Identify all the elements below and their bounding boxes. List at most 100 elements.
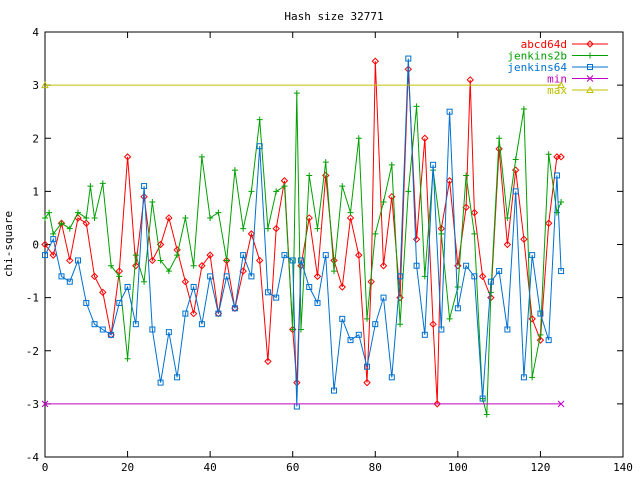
data-point-abcd64d xyxy=(293,378,301,387)
data-point-jenkins64 xyxy=(537,310,544,317)
data-point-jenkins2b xyxy=(281,183,288,190)
legend-item-jenkins2b: jenkins2b xyxy=(507,50,608,63)
data-point-jenkins2b xyxy=(322,159,329,166)
data-point-abcd64d xyxy=(66,256,74,265)
data-point-abcd64d xyxy=(363,378,371,387)
data-point-jenkins64 xyxy=(50,236,57,243)
data-point-jenkins2b xyxy=(537,331,544,338)
data-point-jenkins64 xyxy=(297,257,304,264)
data-point-jenkins2b xyxy=(520,106,527,113)
data-point-jenkins64 xyxy=(397,273,404,280)
data-point-jenkins64 xyxy=(529,252,536,259)
data-point-jenkins64 xyxy=(207,273,214,280)
data-point-jenkins2b xyxy=(198,153,205,160)
x-tick-label: 140 xyxy=(613,461,633,474)
data-point-jenkins2b xyxy=(293,90,300,97)
data-point-abcd64d xyxy=(371,57,379,65)
data-point-abcd64d xyxy=(247,230,256,238)
data-point-abcd64d xyxy=(148,256,157,265)
data-point-abcd64d xyxy=(189,309,198,318)
data-point-jenkins64 xyxy=(558,268,565,275)
data-point-jenkins2b xyxy=(483,411,490,418)
data-point-jenkins64 xyxy=(322,252,329,259)
legend-label: abcd64d xyxy=(521,38,567,51)
data-point-abcd64d xyxy=(466,76,474,84)
data-point-abcd64d xyxy=(206,251,214,259)
data-point-jenkins64 xyxy=(355,331,362,338)
data-point-jenkins64 xyxy=(471,273,478,280)
data-point-abcd64d xyxy=(99,288,107,297)
data-point-abcd64d xyxy=(132,262,140,270)
data-point-jenkins64 xyxy=(157,379,164,386)
data-point-jenkins64 xyxy=(364,363,371,370)
data-point-jenkins2b xyxy=(314,225,321,232)
data-point-jenkins64 xyxy=(289,257,296,264)
data-point-jenkins2b xyxy=(558,199,565,205)
data-point-jenkins64 xyxy=(58,273,65,280)
data-point-jenkins2b xyxy=(306,172,313,179)
legend-marker xyxy=(586,40,594,48)
y-tick-label: 3 xyxy=(32,79,39,92)
data-point-jenkins2b xyxy=(42,214,48,221)
data-point-jenkins64 xyxy=(66,278,73,285)
data-point-jenkins64 xyxy=(248,273,255,280)
series-max xyxy=(41,81,565,89)
data-point-jenkins64 xyxy=(463,262,470,269)
data-point-jenkins2b xyxy=(174,252,181,259)
data-point-jenkins64 xyxy=(512,188,519,195)
data-point-abcd64d xyxy=(181,277,190,286)
y-tick-label: 0 xyxy=(32,239,39,252)
data-point-abcd64d xyxy=(222,256,231,265)
series-jenkins64 xyxy=(42,55,565,410)
data-point-jenkins2b xyxy=(380,199,387,205)
data-point-jenkins2b xyxy=(504,214,511,221)
data-point-jenkins2b xyxy=(529,374,536,381)
data-point-jenkins64 xyxy=(190,284,197,290)
data-point-jenkins64 xyxy=(421,331,428,338)
data-point-min xyxy=(557,400,565,408)
data-point-abcd64d xyxy=(520,235,528,243)
data-point-abcd64d xyxy=(264,357,272,366)
data-point-jenkins64 xyxy=(405,55,412,62)
data-point-jenkins2b xyxy=(108,262,115,269)
data-point-jenkins2b xyxy=(256,116,263,123)
data-point-jenkins64 xyxy=(256,143,263,150)
data-point-jenkins64 xyxy=(240,252,247,259)
x-axis-ticks: 0 20 40 60 80 100 120 140 xyxy=(42,32,633,474)
data-point-jenkins2b xyxy=(364,315,371,322)
legend-label: jenkins2b xyxy=(507,50,567,63)
data-point-min xyxy=(41,400,49,408)
data-point-jenkins64 xyxy=(42,252,48,259)
data-point-jenkins2b xyxy=(83,214,90,221)
data-point-jenkins64 xyxy=(314,299,321,306)
data-point-jenkins64 xyxy=(264,289,271,296)
x-tick-label: 100 xyxy=(448,461,468,474)
data-point-abcd64d xyxy=(557,153,565,161)
data-point-abcd64d xyxy=(82,219,90,227)
data-point-jenkins2b xyxy=(190,262,197,269)
legend-marker xyxy=(586,85,594,93)
legend-item-jenkins64: jenkins64 xyxy=(507,61,608,74)
data-point-jenkins2b xyxy=(223,257,230,264)
data-point-jenkins64 xyxy=(174,374,181,381)
data-point-abcd64d xyxy=(429,320,437,328)
legend-label: max xyxy=(547,84,567,97)
data-point-abcd64d xyxy=(445,177,454,185)
data-point-jenkins64 xyxy=(141,183,148,190)
y-tick-label: -3 xyxy=(26,398,39,411)
data-point-jenkins2b xyxy=(91,214,98,221)
data-point-jenkins2b xyxy=(215,209,222,216)
data-point-jenkins64 xyxy=(520,374,527,381)
data-point-abcd64d xyxy=(338,283,346,291)
data-point-jenkins64 xyxy=(215,310,222,317)
data-point-jenkins2b xyxy=(124,355,131,362)
data-point-abcd64d xyxy=(412,235,421,243)
data-point-jenkins2b xyxy=(438,230,445,237)
data-point-jenkins64 xyxy=(281,252,288,259)
data-point-jenkins2b xyxy=(355,135,362,142)
data-point-jenkins2b xyxy=(487,289,494,296)
y-tick-label: -2 xyxy=(26,345,39,358)
data-point-jenkins64 xyxy=(108,331,115,338)
data-point-abcd64d xyxy=(90,272,99,281)
